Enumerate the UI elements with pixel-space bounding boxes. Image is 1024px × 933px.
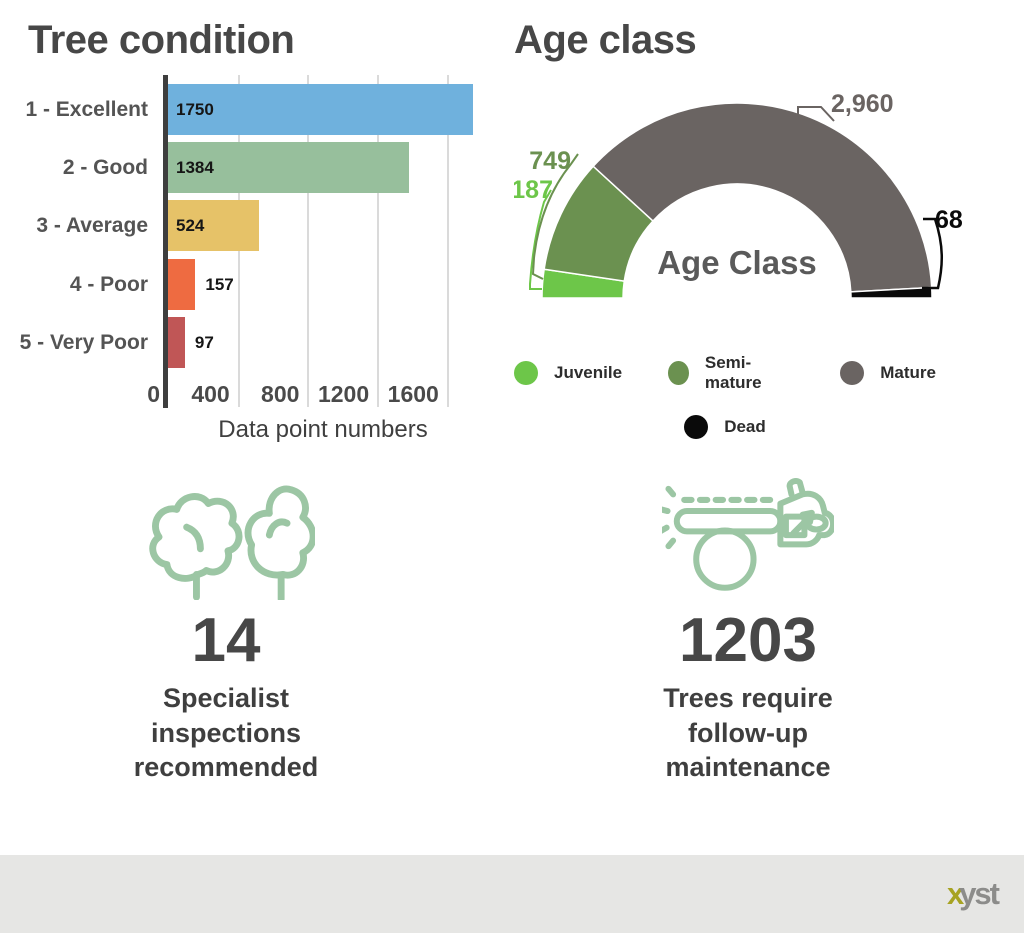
gauge-value-label-dead: 68 xyxy=(935,206,963,234)
legend-item-dead[interactable]: Dead xyxy=(684,415,766,439)
bar-3-average xyxy=(168,200,260,252)
stat-followup-maintenance: 1203 Trees require follow-up maintenance xyxy=(512,472,1024,785)
gauge-value-label-juvenile: 187 xyxy=(514,176,553,204)
legend-label-mature: Mature xyxy=(880,363,936,382)
stat-value: 14 xyxy=(191,606,261,675)
tree-condition-bar-chart: Data point numbers 1 - Excellent 1750 2 - … xyxy=(20,75,478,443)
x-axis-title: Data point numbers xyxy=(218,416,428,443)
logo-rest-letters: yst xyxy=(959,876,1000,911)
x-tick-0: 0 xyxy=(147,381,160,407)
gauge-value-label-mature: 2,960 xyxy=(831,90,894,118)
chainsaw-icon xyxy=(617,472,879,600)
x-tick-1200: 1200 xyxy=(317,381,370,407)
x-tick-800: 800 xyxy=(261,381,300,407)
stats-row: 14 Specialist inspections recommended xyxy=(0,472,1024,785)
stat-caption: Specialist inspections recommended xyxy=(133,683,319,783)
bar-value-3-average: 524 xyxy=(176,216,205,236)
logo-accent-letter: x xyxy=(946,876,964,911)
age-class-title: Age class xyxy=(514,18,697,62)
category-label-2-good: 2 - Good xyxy=(62,156,148,180)
gauge-segment-dead xyxy=(850,286,933,299)
legend-swatch-mature xyxy=(840,361,865,385)
legend-row: Dead xyxy=(514,410,936,444)
legend-swatch-semi-mature xyxy=(668,361,689,385)
tree-condition-panel: Tree condition Data point numbers 1 - Ex… xyxy=(0,0,512,472)
bar-5-very-poor xyxy=(168,316,185,368)
bar-value-1-excellent: 1750 xyxy=(176,100,214,119)
category-label-1-excellent: 1 - Excellent xyxy=(25,98,148,121)
category-label-5-very-poor: 5 - Very Poor xyxy=(19,330,148,354)
legend-label-semi-mature: Semi-mature xyxy=(704,353,762,392)
category-label-3-average: 3 - Average xyxy=(36,214,148,238)
legend-label-dead: Dead xyxy=(724,417,766,436)
gridline-x-1200 xyxy=(377,75,380,407)
footer-bar: xyst xyxy=(0,855,1024,933)
stat-specialist-inspections: 14 Specialist inspections recommended xyxy=(0,472,512,785)
gauge-value-label-semi-mature: 749 xyxy=(529,147,571,175)
stat-caption: Trees require follow-up maintenance xyxy=(663,683,833,783)
gauge-callout-line-mature xyxy=(797,106,835,122)
x-tick-1600: 1600 xyxy=(387,381,439,407)
charts-row: Tree condition Data point numbers 1 - Ex… xyxy=(0,0,1024,472)
y-axis-line xyxy=(163,75,168,408)
bar-value-5-very-poor: 97 xyxy=(194,332,214,352)
gauge-callout-line-juvenile xyxy=(529,189,552,290)
x-tick-400: 400 xyxy=(191,381,230,407)
gridline-x-1600 xyxy=(446,75,449,407)
legend-item-semi-mature[interactable]: Semi-mature xyxy=(668,353,794,393)
dashboard-content: Tree condition Data point numbers 1 - Ex… xyxy=(0,0,1024,785)
gauge-callout-line-semi-mature xyxy=(531,153,579,280)
two-trees-icon xyxy=(101,472,351,600)
gridline-x-800 xyxy=(307,75,310,407)
legend-label-juvenile: Juvenile xyxy=(554,363,623,382)
legend-row: Juvenile Semi-mature Mature xyxy=(514,353,936,393)
bar-value-2-good: 1384 xyxy=(176,158,214,178)
gauge-segment-mature xyxy=(592,102,933,293)
legend-swatch-dead xyxy=(684,415,709,439)
bar-value-4-poor: 157 xyxy=(205,274,234,294)
legend-item-juvenile[interactable]: Juvenile xyxy=(514,361,622,385)
gauge-callout-line-dead xyxy=(922,217,944,290)
legend-item-mature[interactable]: Mature xyxy=(840,361,936,385)
xyst-logo: xyst xyxy=(946,876,1000,912)
gauge-legend: Juvenile Semi-mature Mature Dead xyxy=(514,353,936,444)
bar-2-good xyxy=(168,142,410,194)
tree-condition-title: Tree condition xyxy=(28,18,295,62)
stat-value: 1203 xyxy=(679,606,817,675)
bar-1-excellent xyxy=(168,84,473,135)
gauge-center-label: Age Class xyxy=(657,244,817,281)
legend-swatch-juvenile xyxy=(514,361,538,385)
age-class-panel: Age class 187 749 2,960 68 Age Class Juvenil… xyxy=(512,0,1024,472)
category-label-4-poor: 4 - Poor xyxy=(69,272,148,296)
bar-4-poor xyxy=(168,258,196,310)
